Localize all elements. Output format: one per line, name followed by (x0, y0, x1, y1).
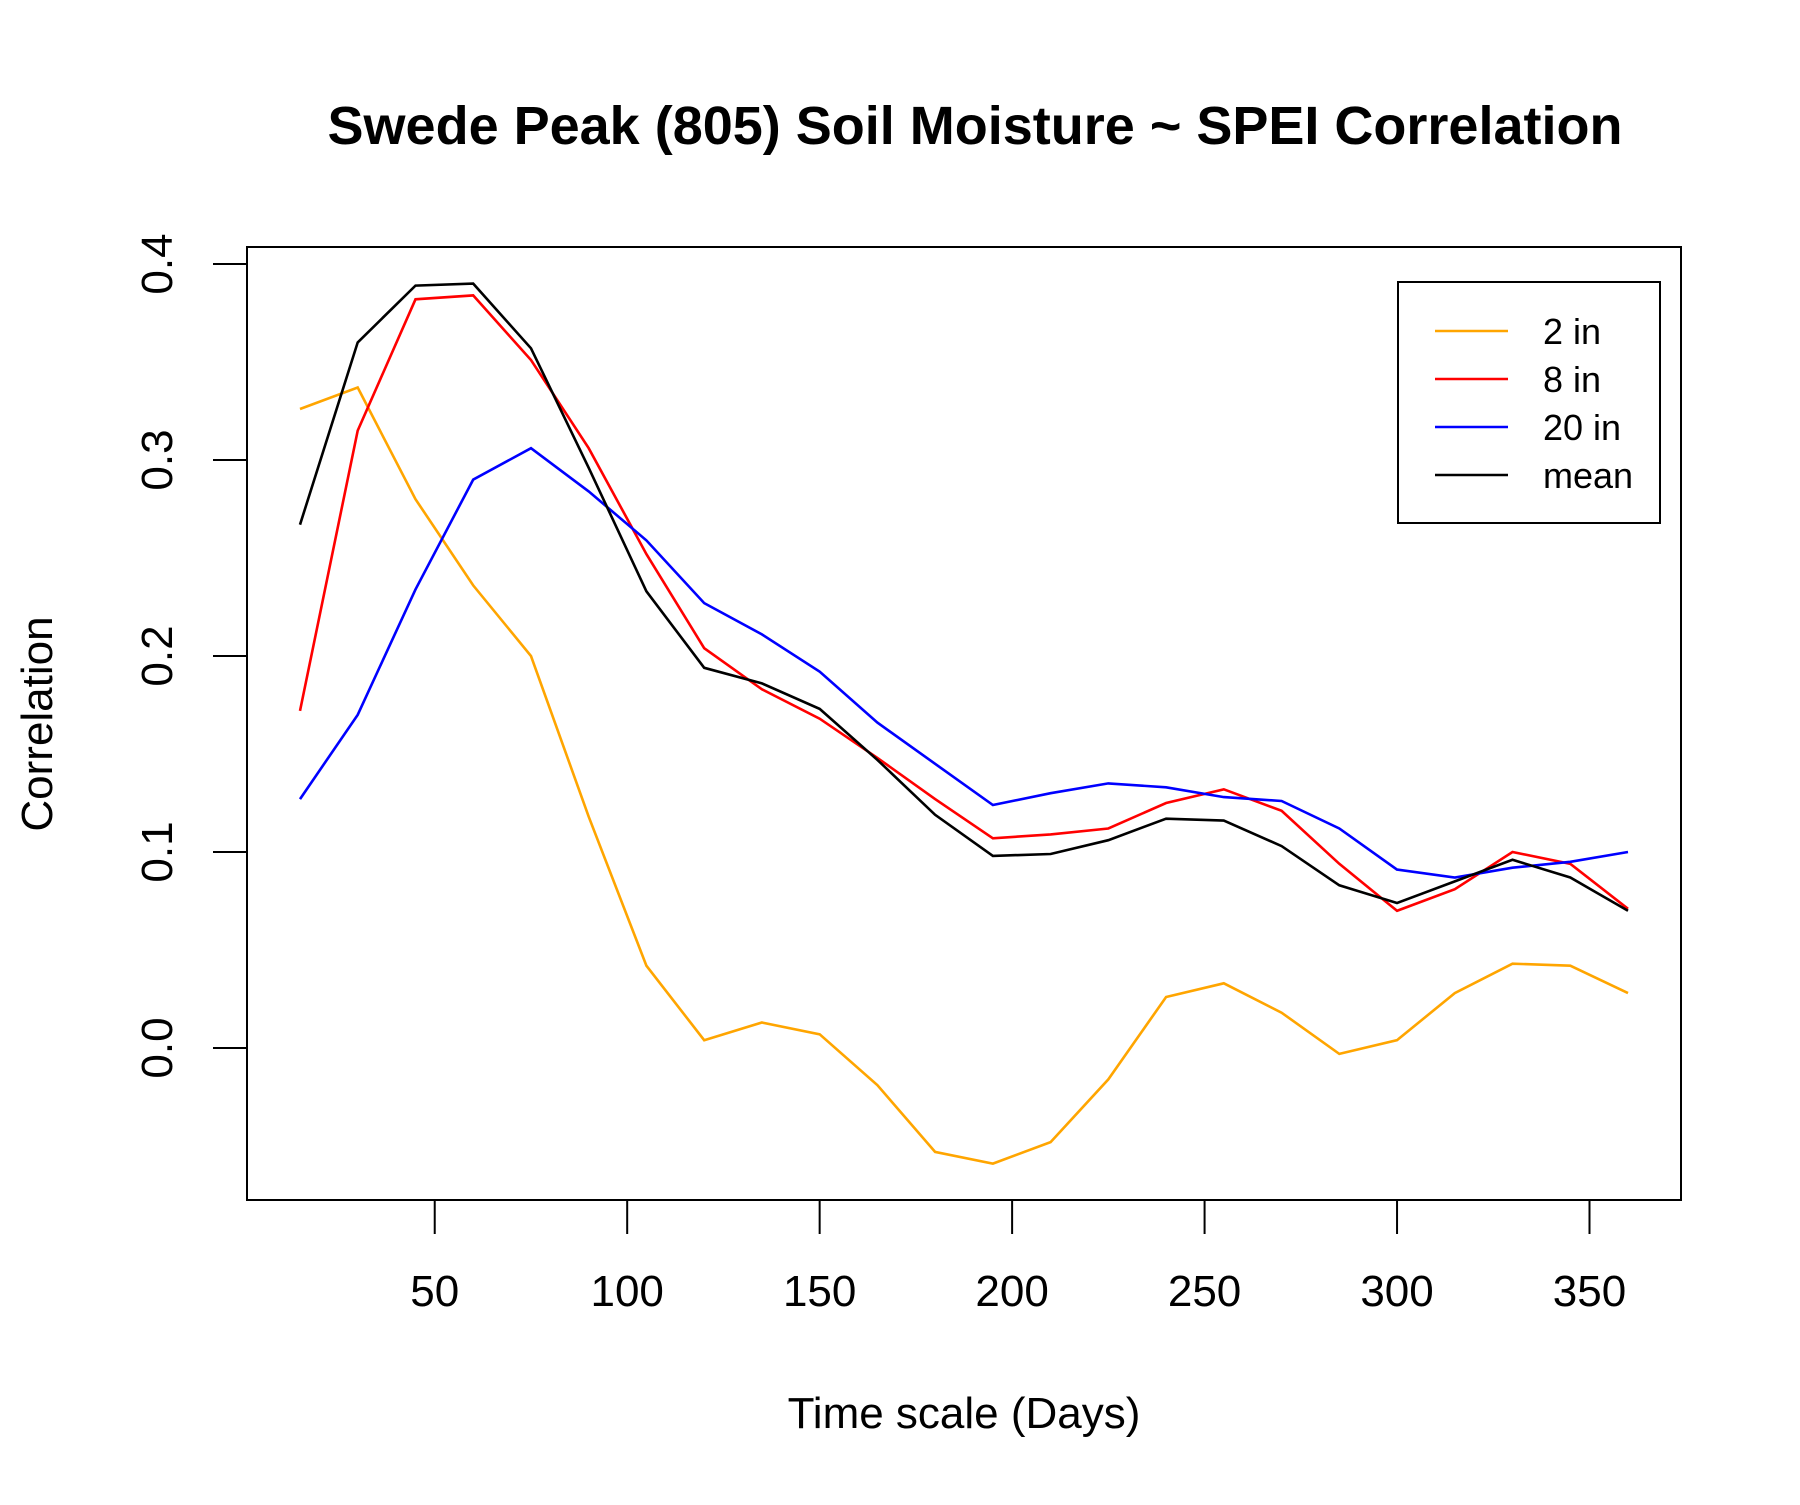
y-axis-label: Correlation (13, 616, 62, 831)
legend-box (1397, 281, 1661, 524)
chart-title: Swede Peak (805) Soil Moisture ~ SPEI Co… (328, 96, 1623, 156)
y-tick-label: 0.0 (133, 1017, 182, 1078)
legend-label: mean (1543, 455, 1633, 496)
legend-label: 2 in (1543, 311, 1601, 352)
x-tick-label: 50 (410, 1267, 459, 1316)
series-line-20-in (298, 446, 1629, 879)
series-line-2-in (299, 385, 1629, 1165)
plot-frame (246, 246, 1682, 1201)
x-axis-label: Time scale (Days) (788, 1389, 1141, 1438)
legend-label: 20 in (1543, 407, 1621, 448)
y-tick-label: 0.2 (133, 625, 182, 686)
series-layer (298, 282, 1629, 1165)
x-tick-label: 250 (1168, 1267, 1241, 1316)
series-line-mean (298, 282, 1629, 912)
y-tick-label: 0.4 (133, 233, 182, 294)
y-axis: 0.0 0.1 0.2 0.3 0.4 (133, 233, 247, 1079)
y-tick-label: 0.1 (133, 821, 182, 882)
y-tick-label: 0.3 (133, 429, 182, 490)
series-line-8-in (298, 294, 1629, 913)
x-tick-label: 350 (1553, 1267, 1626, 1316)
legend-label: 8 in (1543, 359, 1601, 400)
x-tick-label: 150 (783, 1267, 856, 1316)
x-tick-label: 300 (1360, 1267, 1433, 1316)
legend: 2 in 8 in 20 in mean (1397, 281, 1661, 524)
x-tick-label: 100 (590, 1267, 663, 1316)
x-axis: 50 100 150 200 250 300 350 (410, 1200, 1626, 1316)
x-tick-label: 200 (975, 1267, 1048, 1316)
